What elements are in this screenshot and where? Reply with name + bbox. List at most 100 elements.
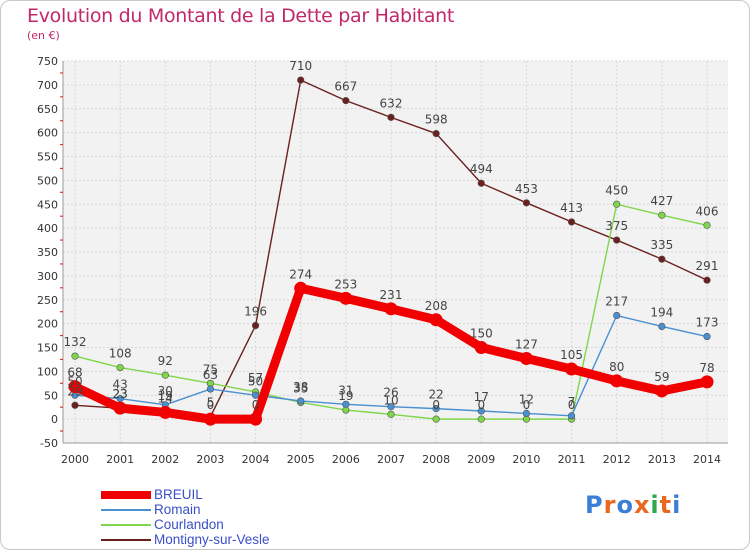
y-tick-label: 50 (44, 389, 58, 402)
x-tick-label: 2004 (242, 453, 270, 466)
data-point (249, 412, 263, 426)
data-label: 22 (429, 388, 444, 402)
data-label: 57 (248, 371, 263, 385)
data-label: 10 (383, 393, 398, 407)
data-label: 14 (158, 391, 173, 405)
data-point (703, 221, 711, 229)
y-tick-label: 150 (37, 342, 58, 355)
data-point (567, 412, 576, 420)
data-label: 31 (338, 383, 353, 397)
data-label: 19 (338, 389, 353, 403)
data-label: 68 (67, 366, 82, 380)
data-point (113, 401, 127, 415)
data-point (387, 113, 395, 121)
data-point (477, 407, 485, 415)
data-label: 108 (109, 347, 132, 361)
data-point (700, 375, 714, 389)
data-point (68, 380, 82, 394)
data-point (477, 179, 485, 187)
data-point (71, 352, 79, 360)
data-label: 92 (158, 354, 173, 368)
data-point (522, 199, 531, 207)
legend-label: BREUIL (154, 487, 203, 502)
logo-letter: r (603, 491, 617, 519)
x-tick-label: 2009 (467, 453, 495, 466)
data-label: 75 (203, 362, 218, 376)
data-label: 598 (425, 113, 448, 127)
data-label: 0 (477, 398, 485, 412)
logo-letter: i (672, 491, 682, 519)
data-point (297, 76, 305, 84)
data-label: 406 (696, 204, 719, 218)
data-point (251, 391, 260, 399)
y-tick-label: 0 (51, 413, 58, 426)
y-tick-label: 100 (37, 365, 58, 378)
proxiti-logo: Proxiti (585, 491, 681, 519)
data-point (477, 415, 485, 423)
data-label: 23 (113, 387, 128, 401)
data-label: 413 (560, 201, 583, 215)
data-label: 105 (560, 348, 583, 362)
x-tick-label: 2014 (693, 453, 721, 466)
x-tick-label: 2010 (512, 453, 540, 466)
logo-letter: t (659, 491, 673, 519)
y-tick-label: 450 (37, 198, 58, 211)
data-label: 80 (609, 360, 624, 374)
data-point (116, 363, 124, 372)
data-label: 26 (383, 386, 398, 400)
x-tick-label: 2012 (603, 453, 631, 466)
data-label: 450 (605, 183, 628, 197)
data-point (294, 281, 308, 295)
data-label: 30 (158, 384, 173, 398)
x-tick-label: 2006 (332, 453, 360, 466)
y-tick-label: 500 (37, 174, 58, 187)
data-point (567, 218, 576, 226)
x-tick-label: 2011 (558, 453, 586, 466)
data-point (251, 321, 260, 330)
data-label: 291 (696, 259, 719, 273)
chart-title: Evolution du Montant de la Dette par Hab… (27, 5, 455, 27)
data-point (206, 385, 215, 393)
data-point (703, 276, 711, 284)
data-label: 23 (113, 387, 128, 401)
data-label: 173 (696, 316, 719, 330)
data-point (158, 405, 172, 419)
data-label: 0 (523, 398, 531, 412)
data-point (432, 129, 440, 138)
y-tick-label: 350 (37, 246, 58, 259)
data-label: 375 (605, 219, 628, 233)
data-point (429, 313, 443, 327)
data-point (613, 200, 621, 208)
x-tick-label: 2003 (196, 453, 224, 466)
data-point (387, 410, 395, 418)
legend-swatch (101, 524, 151, 526)
logo-letter: x (633, 491, 651, 519)
data-point (565, 362, 579, 376)
data-point (203, 412, 217, 426)
data-point (387, 403, 395, 411)
data-label: 335 (650, 238, 673, 252)
data-label: 632 (380, 96, 403, 110)
y-tick-label: 650 (37, 103, 58, 116)
data-label: 127 (515, 337, 538, 351)
data-label: 150 (470, 327, 493, 341)
data-label: 59 (654, 370, 669, 384)
legend-swatch (101, 509, 151, 511)
y-tick-label: 750 (37, 55, 58, 68)
data-label: 0 (207, 398, 215, 412)
data-label: 19 (158, 389, 173, 403)
logo-letter: o (616, 491, 634, 519)
data-point (384, 302, 398, 316)
data-label: 494 (470, 162, 493, 176)
y-tick-label: -50 (40, 437, 58, 450)
data-point (342, 97, 350, 105)
data-label: 0 (432, 398, 440, 412)
data-label: 17 (474, 390, 489, 404)
y-tick-label: 300 (37, 270, 58, 283)
data-label: 29 (67, 384, 82, 398)
data-label: 35 (293, 381, 308, 395)
x-tick-label: 2000 (61, 453, 89, 466)
data-point (658, 211, 666, 219)
